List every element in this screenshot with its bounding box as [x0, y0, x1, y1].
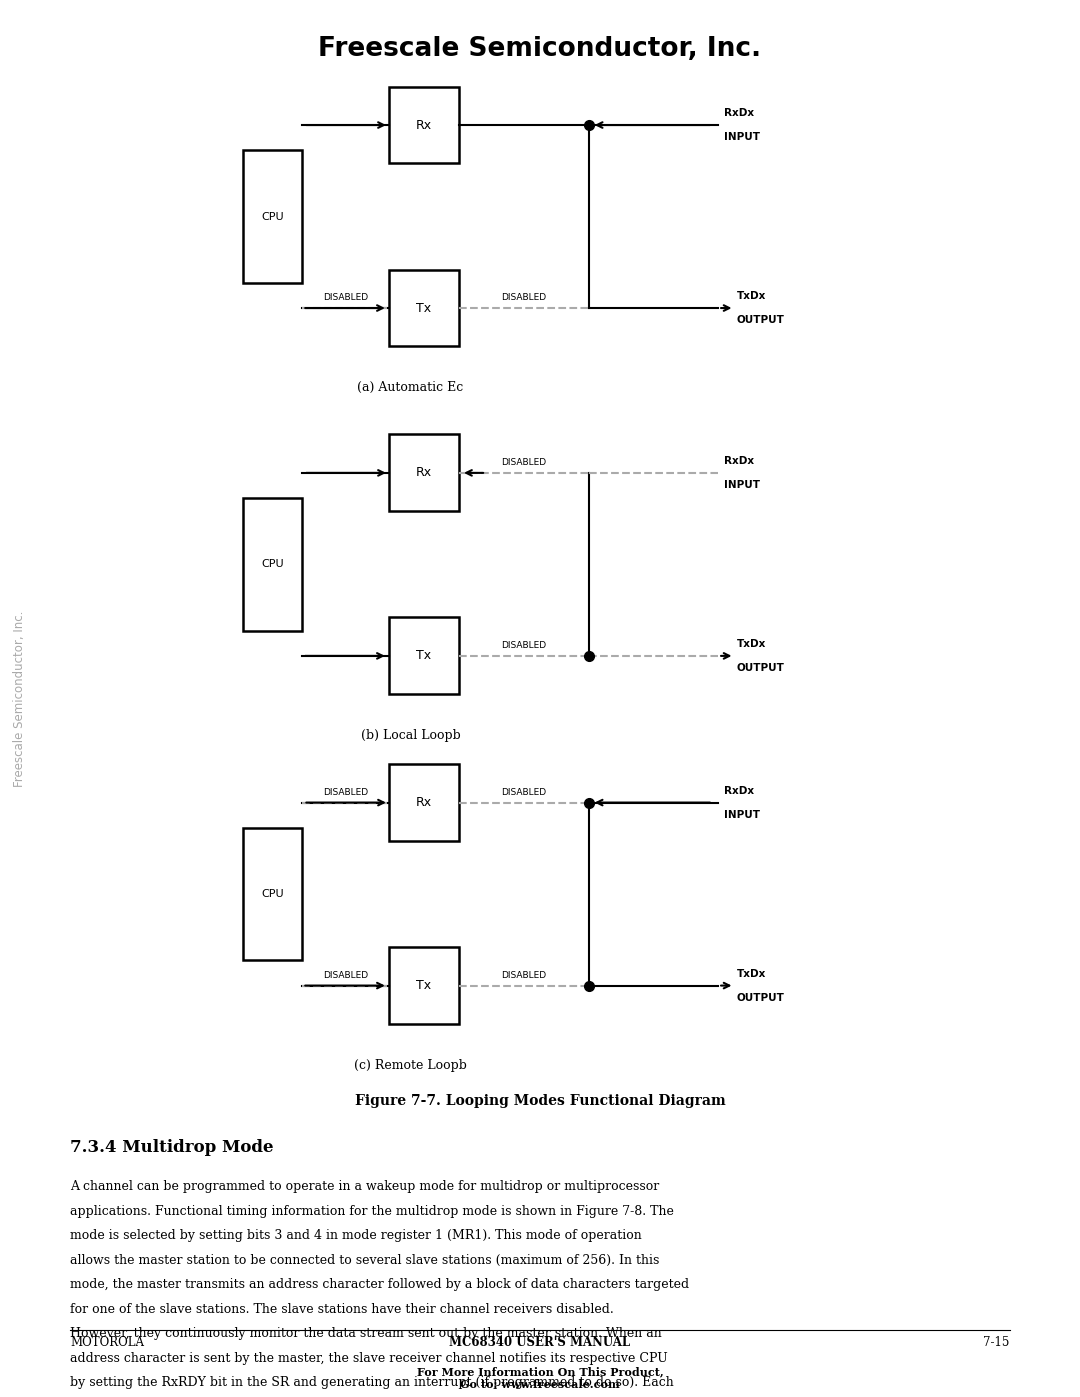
Bar	[389, 617, 459, 694]
Text: mode, the master transmits an address character followed by a block of data char: mode, the master transmits an address ch…	[70, 1278, 689, 1291]
Text: Rx: Rx	[416, 796, 432, 809]
Text: Figure 7-7. Looping Modes Functional Diagram: Figure 7-7. Looping Modes Functional Dia…	[354, 1094, 726, 1108]
Text: OUTPUT: OUTPUT	[737, 664, 784, 673]
Bar	[243, 151, 302, 282]
Text: OUTPUT: OUTPUT	[737, 316, 784, 326]
Text: (a) Automatic Ec: (a) Automatic Ec	[357, 381, 463, 394]
Text: allows the master station to be connected to several slave stations (maximum of : allows the master station to be connecte…	[70, 1255, 660, 1267]
Text: DISABLED: DISABLED	[323, 971, 368, 981]
Text: Tx: Tx	[416, 650, 432, 662]
Text: Freescale Semiconductor, Inc.: Freescale Semiconductor, Inc.	[13, 610, 26, 787]
Text: (b) Local Loopb: (b) Local Loopb	[361, 729, 460, 742]
Text: OUTPUT: OUTPUT	[737, 993, 784, 1003]
Text: 7-15: 7-15	[984, 1336, 1010, 1348]
Text: (c) Remote Loopb: (c) Remote Loopb	[354, 1059, 467, 1071]
Bar	[243, 827, 302, 961]
Text: CPU: CPU	[261, 559, 284, 570]
Text: RxDx: RxDx	[724, 455, 754, 467]
Text: INPUT: INPUT	[724, 809, 759, 820]
Text: MOTOROLA: MOTOROLA	[70, 1336, 145, 1348]
Text: TxDx: TxDx	[737, 638, 766, 648]
Text: DISABLED: DISABLED	[501, 293, 546, 303]
Text: Rx: Rx	[416, 467, 432, 479]
Text: Tx: Tx	[416, 979, 432, 992]
Bar	[389, 764, 459, 841]
Text: DISABLED: DISABLED	[501, 971, 546, 981]
Text: DISABLED: DISABLED	[501, 788, 546, 796]
Text: address character is sent by the master, the slave receiver channel notifies its: address character is sent by the master,…	[70, 1352, 667, 1365]
Text: Tx: Tx	[416, 302, 432, 314]
Text: TxDx: TxDx	[737, 968, 766, 979]
Bar	[389, 434, 459, 511]
Text: RxDx: RxDx	[724, 785, 754, 795]
Text: mode is selected by setting bits 3 and 4 in mode register 1 (MR1). This mode of : mode is selected by setting bits 3 and 4…	[70, 1229, 642, 1242]
Text: Freescale Semiconductor, Inc.: Freescale Semiconductor, Inc.	[319, 36, 761, 61]
Text: RxDx: RxDx	[724, 108, 754, 119]
Bar	[243, 499, 302, 631]
Text: For More Information On This Product,
Go to: www.freescale.com: For More Information On This Product, Go…	[417, 1366, 663, 1390]
Text: applications. Functional timing information for the multidrop mode is shown in F: applications. Functional timing informat…	[70, 1204, 674, 1218]
Bar	[389, 87, 459, 163]
Text: A channel can be programmed to operate in a wakeup mode for multidrop or multipr: A channel can be programmed to operate i…	[70, 1180, 660, 1193]
Text: TxDx: TxDx	[737, 291, 766, 302]
Text: DISABLED: DISABLED	[501, 458, 546, 467]
Text: CPU: CPU	[261, 888, 284, 900]
Text: However, they continuously monitor the data stream sent out by the master statio: However, they continuously monitor the d…	[70, 1327, 662, 1340]
Text: INPUT: INPUT	[724, 133, 759, 142]
Bar	[389, 947, 459, 1024]
Text: Rx: Rx	[416, 119, 432, 131]
Text: by setting the RxRDY bit in the SR and generating an interrupt (if programmed to: by setting the RxRDY bit in the SR and g…	[70, 1376, 674, 1389]
Text: MC68340 USER'S MANUAL: MC68340 USER'S MANUAL	[449, 1336, 631, 1348]
Text: CPU: CPU	[261, 211, 284, 222]
Bar	[389, 270, 459, 346]
Text: INPUT: INPUT	[724, 481, 759, 490]
Text: DISABLED: DISABLED	[323, 788, 368, 796]
Text: DISABLED: DISABLED	[323, 293, 368, 303]
Text: 7.3.4 Multidrop Mode: 7.3.4 Multidrop Mode	[70, 1139, 273, 1155]
Text: DISABLED: DISABLED	[501, 641, 546, 651]
Text: for one of the slave stations. The slave stations have their channel receivers d: for one of the slave stations. The slave…	[70, 1303, 613, 1316]
